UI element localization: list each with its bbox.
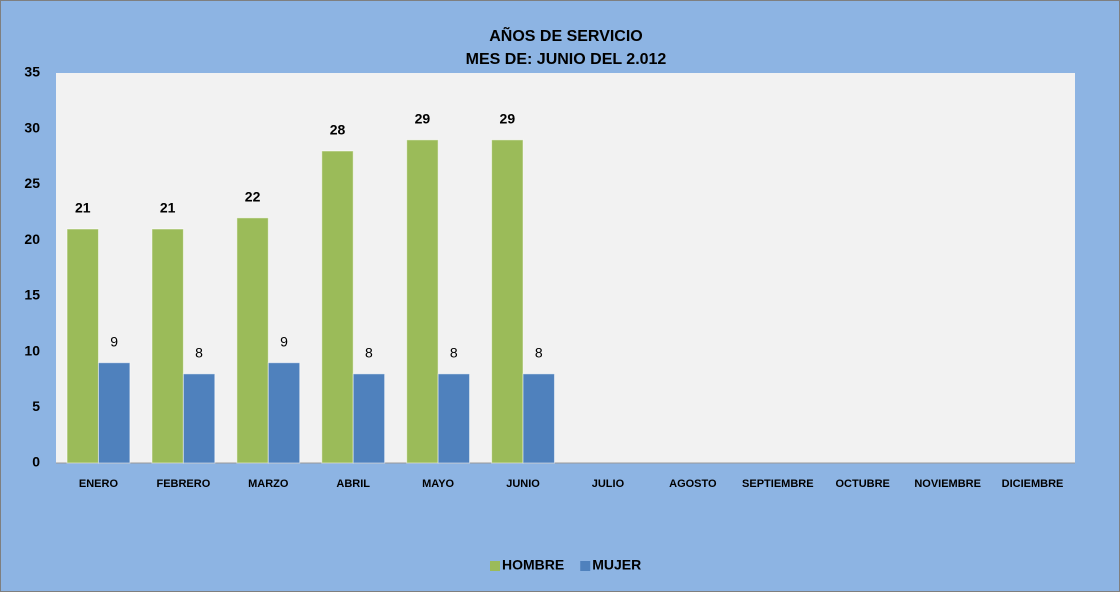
data-label: 22 [245, 189, 261, 205]
bar [182, 373, 216, 464]
chart-subtitle: MES DE: JUNIO DEL 2.012 [466, 51, 667, 68]
data-label: 8 [365, 345, 373, 361]
x-tick-label: NOVIEMBRE [914, 478, 981, 490]
legend-label: MUJER [592, 557, 641, 573]
bar [151, 228, 184, 464]
x-tick-label: DICIEMBRE [1002, 478, 1064, 490]
x-tick-label: JULIO [592, 478, 625, 490]
x-tick-label: MAYO [422, 478, 454, 490]
x-tick-label: SEPTIEMBRE [742, 478, 814, 490]
bar [491, 139, 524, 464]
bar [97, 362, 131, 464]
bar [437, 373, 471, 464]
data-label: 8 [195, 345, 203, 361]
data-label: 9 [280, 333, 288, 349]
y-tick-label: 0 [32, 454, 40, 470]
x-tick-label: JUNIO [506, 478, 540, 490]
chart-title: AÑOS DE SERVICIO [489, 25, 643, 45]
data-label: 21 [75, 200, 91, 216]
x-tick-label: ABRIL [336, 478, 370, 490]
bar [522, 373, 555, 464]
bar [66, 228, 99, 464]
data-label: 21 [160, 200, 176, 216]
y-tick-label: 20 [24, 231, 40, 247]
x-tick-label: AGOSTO [669, 478, 717, 490]
bar [267, 362, 301, 464]
data-label: 29 [500, 111, 516, 127]
legend-label: HOMBRE [502, 557, 564, 573]
y-tick-label: 35 [24, 64, 40, 80]
legend-swatch [580, 561, 591, 571]
x-tick-label: FEBRERO [156, 478, 210, 490]
y-tick-label: 10 [24, 342, 40, 358]
data-label: 28 [330, 122, 346, 138]
x-tick-label: MARZO [248, 478, 289, 490]
bar [236, 217, 269, 464]
y-tick-label: 5 [32, 398, 40, 414]
legend-swatch [490, 561, 500, 571]
y-tick-label: 25 [24, 175, 40, 191]
x-tick-label: OCTUBRE [836, 478, 890, 490]
data-label: 29 [415, 111, 431, 127]
plot-area [56, 73, 1075, 463]
x-tick-label: ENERO [79, 478, 119, 490]
bar [352, 373, 386, 464]
bar [321, 150, 354, 464]
y-tick-label: 30 [24, 119, 40, 135]
y-tick-label: 15 [24, 287, 40, 303]
bar [406, 139, 439, 464]
data-label: 8 [450, 345, 458, 361]
data-label: 8 [535, 345, 543, 361]
data-label: 9 [110, 333, 118, 349]
